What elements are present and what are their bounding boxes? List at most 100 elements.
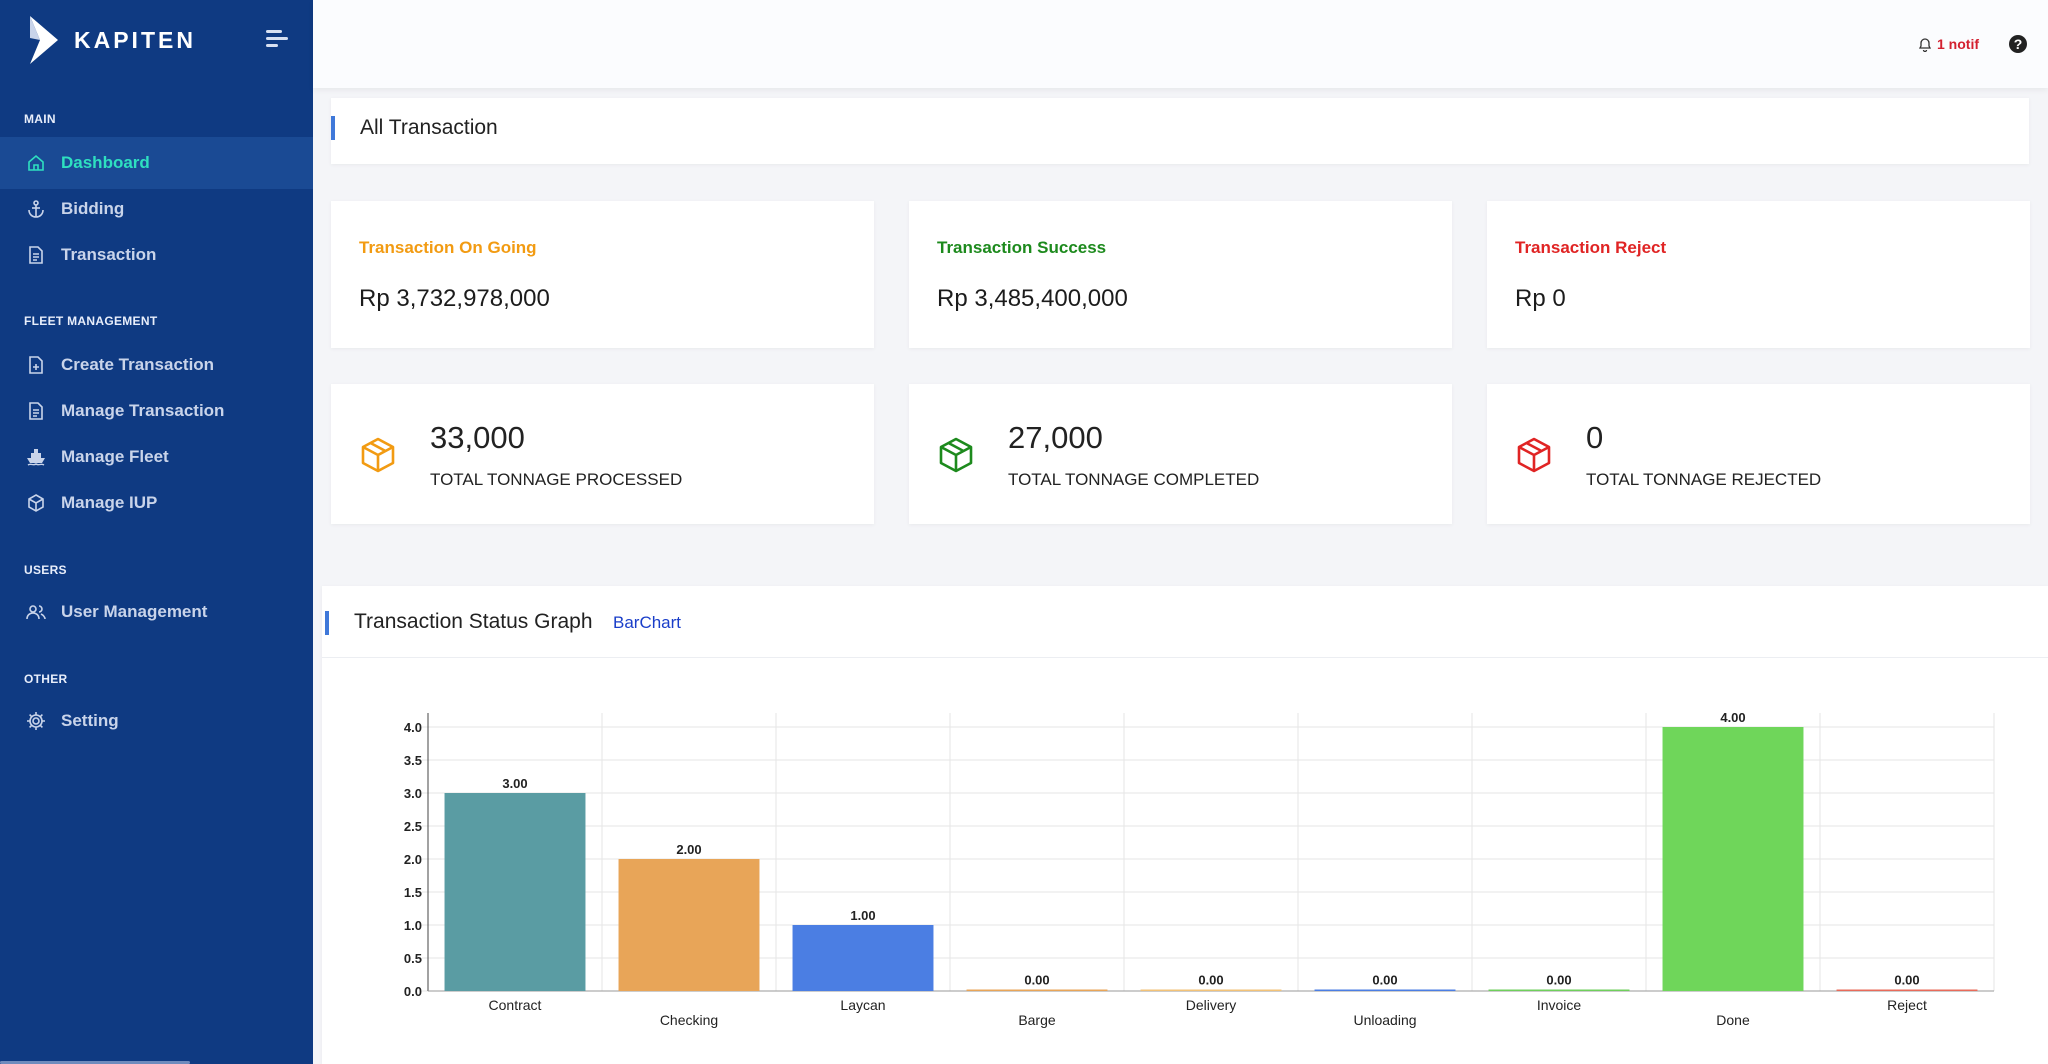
sidebar-item-label: Manage IUP (61, 493, 158, 512)
bar-laycan (792, 925, 934, 991)
y-tick-label: 2.5 (404, 819, 422, 834)
box-icon (939, 437, 973, 473)
tonnage-card-processed: 33,000 TOTAL TONNAGE PROCESSED (331, 384, 874, 524)
summary-label: Transaction Reject (1515, 238, 1667, 257)
sidebar: KAPITEN MAIN Dashboard Bidding Transacti… (0, 0, 313, 1064)
y-tick-label: 3.5 (404, 753, 422, 768)
summary-label: Transaction On Going (359, 238, 537, 257)
sidebar-item-label: Bidding (61, 199, 125, 218)
data-label: 0.00 (1894, 973, 1919, 988)
tab-barchart[interactable]: BarChart (613, 613, 682, 632)
tonnage-card-rejected: 0 TOTAL TONNAGE REJECTED (1487, 384, 2030, 524)
gear-icon (27, 712, 45, 730)
sidebar-item-label: Create Transaction (61, 355, 215, 374)
x-tick-label: Contract (489, 997, 542, 1013)
sidebar-item-label: User Management (61, 602, 208, 621)
summary-label: Transaction Success (937, 238, 1107, 257)
chart-title: Transaction Status Graph (354, 610, 593, 633)
bar-invoice (1488, 989, 1630, 991)
box-icon (28, 494, 44, 512)
anchor-icon (28, 200, 44, 218)
tonnage-label: TOTAL TONNAGE PROCESSED (430, 470, 683, 489)
svg-text:?: ? (2014, 36, 2023, 52)
bar-unloading (1314, 989, 1456, 991)
y-tick-label: 4.0 (404, 720, 422, 735)
sidebar-item-manage-fleet[interactable]: Manage Fleet (0, 431, 313, 483)
y-tick-label: 1.5 (404, 885, 422, 900)
menu-toggle-icon[interactable] (266, 30, 288, 48)
tonnage-label: TOTAL TONNAGE REJECTED (1586, 470, 1822, 489)
ship-icon (27, 449, 45, 466)
x-tick-label: Barge (1018, 1012, 1056, 1028)
summary-value: Rp 3,485,400,000 (937, 285, 1128, 312)
sidebar-item-label: Transaction (61, 245, 157, 264)
bar-reject (1836, 989, 1978, 991)
notification-button[interactable]: 1 notif (1917, 36, 1979, 52)
tonnage-card-completed: 27,000 TOTAL TONNAGE COMPLETED (909, 384, 1452, 524)
sidebar-item-label: Manage Transaction (61, 401, 225, 420)
tonnage-label: TOTAL TONNAGE COMPLETED (1008, 470, 1260, 489)
topbar: 1 notif ? (313, 0, 2048, 88)
file-plus-icon (29, 356, 43, 374)
brand[interactable]: KAPITEN (28, 16, 196, 64)
data-label: 0.00 (1546, 973, 1571, 988)
title-accent (325, 611, 329, 635)
sidebar-item-user-management[interactable]: User Management (0, 586, 313, 638)
y-tick-label: 0.5 (404, 951, 422, 966)
sidebar-item-manage-iup[interactable]: Manage IUP (0, 477, 313, 529)
tonnage-value: 0 (1586, 420, 1604, 455)
data-label: 0.00 (1024, 973, 1049, 988)
sidebar-item-label: Dashboard (61, 153, 150, 172)
bar-barge (966, 989, 1108, 991)
summary-card-reject: Transaction Reject Rp 0 (1487, 201, 2030, 348)
page-title: All Transaction (360, 116, 498, 139)
data-label: 0.00 (1372, 973, 1397, 988)
section-main: MAIN (24, 112, 56, 126)
users-icon (26, 605, 46, 620)
data-label: 3.00 (502, 776, 527, 791)
section-fleet-management: FLEET MANAGEMENT (24, 314, 158, 328)
tonnage-value: 33,000 (430, 420, 525, 455)
summary-card-ongoing: Transaction On Going Rp 3,732,978,000 (331, 201, 874, 348)
sidebar-item-transaction[interactable]: Transaction (0, 229, 313, 281)
document-icon (29, 402, 43, 420)
bar-done (1662, 727, 1804, 991)
home-icon (28, 154, 44, 171)
y-tick-label: 0.0 (404, 984, 422, 999)
sidebar-scrollbar[interactable] (0, 1061, 190, 1064)
bar-chart: 0.0 0.5 1.0 1.5 2.0 2.5 3.0 3.5 4.0 3.00 Contract 2… (404, 710, 1995, 1028)
x-tick-label: Unloading (1353, 1012, 1416, 1028)
summary-value: Rp 3,732,978,000 (359, 285, 550, 312)
x-tick-label: Done (1716, 1012, 1750, 1028)
data-label: 2.00 (676, 842, 701, 857)
sidebar-item-create-transaction[interactable]: Create Transaction (0, 339, 313, 391)
data-label: 1.00 (850, 908, 875, 923)
summary-card-success: Transaction Success Rp 3,485,400,000 (909, 201, 1452, 348)
bell-icon (1918, 38, 1932, 52)
title-accent (331, 116, 335, 140)
sidebar-item-dashboard[interactable]: Dashboard (0, 137, 313, 189)
tonnage-value: 27,000 (1008, 420, 1103, 455)
x-tick-label: Laycan (840, 997, 885, 1013)
sidebar-item-manage-transaction[interactable]: Manage Transaction (0, 385, 313, 437)
y-tick-label: 3.0 (404, 786, 422, 801)
notification-label: 1 notif (1937, 36, 1979, 52)
sidebar-item-setting[interactable]: Setting (0, 695, 313, 747)
bar-delivery (1140, 989, 1282, 991)
x-tick-label: Invoice (1537, 997, 1582, 1013)
page-header: All Transaction (331, 98, 2029, 164)
x-tick-label: Checking (660, 1012, 718, 1028)
y-tick-label: 1.0 (404, 918, 422, 933)
section-users: USERS (24, 563, 67, 577)
help-icon[interactable]: ? (2008, 34, 2028, 54)
section-other: OTHER (24, 672, 68, 686)
sidebar-item-bidding[interactable]: Bidding (0, 183, 313, 235)
brand-name: KAPITEN (74, 26, 196, 53)
document-icon (29, 246, 43, 264)
box-icon (1517, 437, 1551, 473)
data-label: 0.00 (1198, 973, 1223, 988)
box-icon (361, 437, 395, 473)
y-tick-label: 2.0 (404, 852, 422, 867)
x-tick-label: Delivery (1186, 997, 1237, 1013)
sidebar-item-label: Setting (61, 711, 119, 730)
